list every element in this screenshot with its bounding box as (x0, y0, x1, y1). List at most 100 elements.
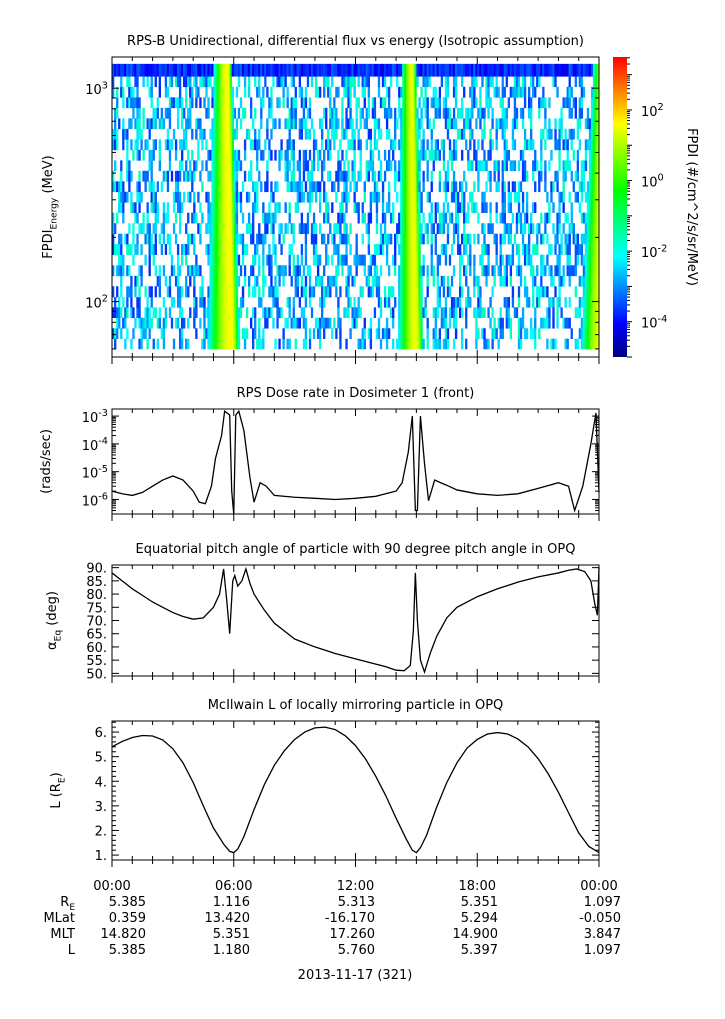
spectrogram-cell (347, 63, 350, 77)
spectrogram-cell (515, 212, 519, 224)
spectrogram-cell (213, 265, 216, 277)
spectrogram-cell (475, 149, 478, 161)
spectrogram-cell (112, 286, 115, 298)
spectrogram-cell (477, 170, 480, 182)
spectrogram-cell (243, 275, 247, 287)
spectrogram-cell (278, 202, 281, 213)
spectrogram-cell (596, 307, 600, 319)
spectrogram-cell (211, 181, 214, 193)
spectrogram-cell (239, 191, 243, 203)
spectrogram-cell (262, 286, 265, 298)
spectrogram-cell (278, 76, 281, 88)
spectrogram-cell (420, 307, 423, 319)
spectrogram-cell (396, 63, 399, 77)
spectrogram-cell (223, 244, 226, 255)
spectrogram-cell (150, 86, 153, 98)
spectrogram-cell (373, 307, 377, 319)
spectrogram-cell (233, 328, 237, 340)
spectrogram-cell (180, 107, 184, 119)
spectrogram-cell (402, 297, 405, 308)
spectrogram-cell (489, 181, 492, 193)
spectrogram-cell (450, 118, 454, 130)
spectrogram-cell (469, 244, 472, 255)
spectrogram-cell (219, 328, 222, 340)
spectrogram-cell (584, 244, 588, 255)
spectrogram-cell (501, 118, 504, 130)
spectrogram-cell (225, 317, 228, 329)
spectrogram-cell (134, 286, 137, 298)
spectrogram-cell (193, 191, 196, 203)
spectrogram-cell (383, 107, 387, 119)
spectrogram-cell (373, 170, 377, 182)
spectrogram-cell (532, 202, 535, 213)
spectrogram-cell (394, 139, 397, 151)
spectrogram-cell (349, 118, 352, 130)
spectrogram-cell (308, 191, 312, 203)
spectrogram-cell (345, 254, 348, 266)
spectrogram-cell (278, 63, 281, 77)
spectrogram-cell (211, 212, 214, 224)
spectrogram-cell (355, 244, 358, 255)
spectrogram-cell (327, 139, 330, 151)
spectrogram-cell (416, 202, 419, 213)
spectrogram-cell (452, 297, 456, 308)
spectrogram-cell (550, 128, 553, 140)
spectrogram-cell (241, 254, 245, 266)
spectrogram-cell (201, 338, 204, 350)
spectrogram-cell (540, 139, 543, 151)
spectrogram-cell (497, 317, 500, 329)
spectrogram-cell (211, 191, 214, 203)
spectrogram-cell (148, 233, 151, 245)
spectrogram-cell (410, 86, 413, 98)
spectrogram-cell (566, 86, 569, 98)
spectrogram-cell (396, 223, 399, 235)
spectrogram-cell (337, 297, 340, 308)
spectrogram-cell (412, 254, 415, 266)
spectrogram-cell (379, 223, 383, 235)
spectrogram-cell (406, 212, 409, 224)
spectrogram-cell (367, 286, 371, 298)
spectrogram-cell (211, 97, 214, 109)
spectrogram-cell (359, 170, 362, 182)
spectrogram-cell (158, 233, 161, 245)
spectrogram-cell (241, 212, 245, 224)
spectrogram-cell (590, 139, 594, 151)
spectrogram-cell (219, 244, 222, 255)
spectrogram-cell (231, 63, 235, 77)
spectrogram-cell (205, 86, 208, 98)
spectrogram-cell (168, 63, 172, 77)
spectrogram-cell (404, 149, 407, 161)
spectrogram-cell (191, 212, 194, 224)
spectrogram-cell (112, 307, 115, 319)
spectrogram-cell (463, 223, 466, 235)
spectrogram-cell (515, 223, 519, 235)
spectrogram-cell (456, 107, 460, 119)
spectrogram-cell (150, 317, 153, 329)
spectrogram-cell (513, 86, 517, 98)
spectrogram-cell (442, 202, 446, 213)
spectrogram-cell (452, 118, 456, 130)
spectrogram-cell (231, 286, 235, 298)
spectrogram-cell (209, 338, 212, 350)
spectrogram-cell (304, 254, 308, 266)
spectrogram-cell (410, 265, 413, 277)
spectrogram-cell (333, 223, 336, 235)
spectrogram-cell (327, 149, 330, 161)
spectrogram-cell (582, 181, 586, 193)
spectrogram-cell (564, 212, 567, 224)
spectrogram-cell (499, 307, 502, 319)
spectrogram-cell (260, 233, 263, 245)
spectrogram-cell (308, 275, 312, 287)
spectrogram-cell (235, 202, 239, 213)
spectrogram-cell (304, 86, 308, 98)
spectrogram-cell (501, 254, 504, 266)
spectrogram-cell (278, 265, 281, 277)
spectrogram-cell (410, 233, 413, 245)
spectrogram-cell (594, 63, 598, 77)
spectrogram-cell (318, 317, 322, 329)
spectrogram-cell (284, 202, 287, 213)
spectrogram-cell (347, 275, 350, 287)
spectrogram-cell (233, 223, 237, 235)
spectrogram-cell (414, 233, 417, 245)
spectrogram-cell (507, 97, 511, 109)
